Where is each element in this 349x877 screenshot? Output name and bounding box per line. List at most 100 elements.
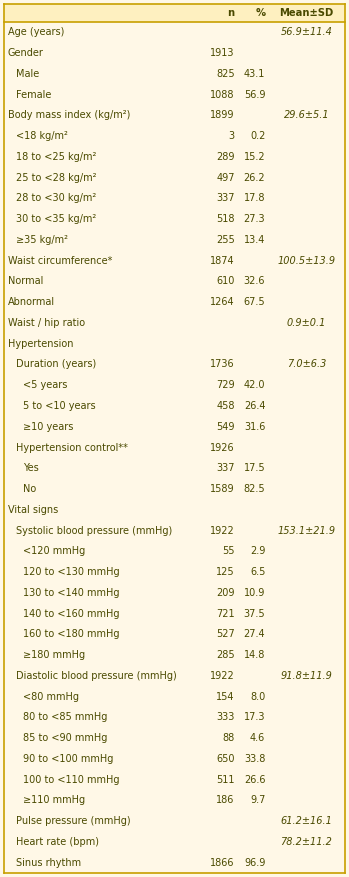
Text: Waist / hip ratio: Waist / hip ratio [8,318,85,328]
Text: 5 to <10 years: 5 to <10 years [23,401,96,411]
Text: 43.1: 43.1 [244,69,265,79]
Text: 1926: 1926 [210,443,235,453]
Text: 56.9: 56.9 [244,89,265,100]
Text: <18 kg/m²: <18 kg/m² [15,132,67,141]
Text: 289: 289 [216,152,235,162]
Text: 527: 527 [216,630,235,639]
Text: 85 to <90 mmHg: 85 to <90 mmHg [23,733,107,743]
Text: 1922: 1922 [210,671,235,681]
Text: 33.8: 33.8 [244,754,265,764]
Text: 549: 549 [216,422,235,431]
Text: 825: 825 [216,69,235,79]
Text: Mean±SD: Mean±SD [279,8,334,18]
Text: Systolic blood pressure (mmHg): Systolic blood pressure (mmHg) [15,525,172,536]
Text: 1922: 1922 [210,525,235,536]
Text: 82.5: 82.5 [244,484,265,494]
Text: 497: 497 [216,173,235,182]
Text: 26.6: 26.6 [244,774,265,785]
Text: 15.2: 15.2 [244,152,265,162]
Text: <80 mmHg: <80 mmHg [23,692,79,702]
Text: 96.9: 96.9 [244,858,265,867]
Text: <5 years: <5 years [23,381,67,390]
Text: 1899: 1899 [210,111,235,120]
Text: Abnormal: Abnormal [8,297,55,307]
Text: 25 to <28 kg/m²: 25 to <28 kg/m² [15,173,96,182]
Text: ≥110 mmHg: ≥110 mmHg [23,795,85,805]
Text: 0.2: 0.2 [250,132,265,141]
Text: 14.8: 14.8 [244,650,265,660]
Text: 27.3: 27.3 [244,214,265,225]
Text: 17.5: 17.5 [244,463,265,474]
Text: 610: 610 [216,276,235,287]
Text: Male: Male [15,69,39,79]
Text: 160 to <180 mmHg: 160 to <180 mmHg [23,630,119,639]
Text: 518: 518 [216,214,235,225]
Text: 32.6: 32.6 [244,276,265,287]
Text: 61.2±16.1: 61.2±16.1 [281,816,332,826]
Text: 1589: 1589 [210,484,235,494]
Text: 650: 650 [216,754,235,764]
Text: Female: Female [15,89,51,100]
Text: 42.0: 42.0 [244,381,265,390]
Text: <120 mmHg: <120 mmHg [23,546,85,556]
Text: 10.9: 10.9 [244,588,265,598]
Text: 37.5: 37.5 [244,609,265,618]
Text: ≥35 kg/m²: ≥35 kg/m² [15,235,67,245]
Text: 2.9: 2.9 [250,546,265,556]
Text: 209: 209 [216,588,235,598]
Text: 153.1±21.9: 153.1±21.9 [277,525,335,536]
Text: 285: 285 [216,650,235,660]
Text: %: % [255,8,265,18]
Text: Gender: Gender [8,48,44,58]
Text: 30 to <35 kg/m²: 30 to <35 kg/m² [15,214,96,225]
Text: Age (years): Age (years) [8,27,64,38]
Text: 337: 337 [216,463,235,474]
Text: 8.0: 8.0 [250,692,265,702]
Text: 27.4: 27.4 [244,630,265,639]
Text: 1874: 1874 [210,256,235,266]
Text: Heart rate (bpm): Heart rate (bpm) [15,837,98,847]
Text: 56.9±11.4: 56.9±11.4 [281,27,332,38]
Text: Hypertension control**: Hypertension control** [15,443,127,453]
Text: Waist circumference*: Waist circumference* [8,256,112,266]
Text: 7.0±6.3: 7.0±6.3 [287,360,326,369]
Text: n: n [228,8,235,18]
Text: 3: 3 [229,132,235,141]
Text: Sinus rhythm: Sinus rhythm [15,858,81,867]
Text: 125: 125 [216,567,235,577]
Text: Vital signs: Vital signs [8,505,58,515]
Text: 458: 458 [216,401,235,411]
Text: 26.2: 26.2 [244,173,265,182]
Text: ≥10 years: ≥10 years [23,422,73,431]
Text: 13.4: 13.4 [244,235,265,245]
Text: 130 to <140 mmHg: 130 to <140 mmHg [23,588,119,598]
Text: 4.6: 4.6 [250,733,265,743]
Text: ≥180 mmHg: ≥180 mmHg [23,650,85,660]
Text: 88: 88 [222,733,235,743]
Text: Yes: Yes [23,463,39,474]
Text: 1264: 1264 [210,297,235,307]
Text: 67.5: 67.5 [244,297,265,307]
Text: 0.9±0.1: 0.9±0.1 [287,318,326,328]
Text: 9.7: 9.7 [250,795,265,805]
Text: 721: 721 [216,609,235,618]
Text: Pulse pressure (mmHg): Pulse pressure (mmHg) [15,816,130,826]
Text: 255: 255 [216,235,235,245]
Text: 1088: 1088 [210,89,235,100]
Bar [4,4,345,22]
Text: 6.5: 6.5 [250,567,265,577]
Text: No: No [23,484,36,494]
Text: 18 to <25 kg/m²: 18 to <25 kg/m² [15,152,96,162]
Text: Normal: Normal [8,276,43,287]
Text: 91.8±11.9: 91.8±11.9 [281,671,332,681]
Text: 337: 337 [216,194,235,203]
Text: 28 to <30 kg/m²: 28 to <30 kg/m² [15,194,96,203]
Text: 186: 186 [216,795,235,805]
Text: 1736: 1736 [210,360,235,369]
Text: Body mass index (kg/m²): Body mass index (kg/m²) [8,111,131,120]
Text: 31.6: 31.6 [244,422,265,431]
Text: 17.3: 17.3 [244,712,265,723]
Text: 729: 729 [216,381,235,390]
Text: Diastolic blood pressure (mmHg): Diastolic blood pressure (mmHg) [15,671,176,681]
Text: 55: 55 [222,546,235,556]
